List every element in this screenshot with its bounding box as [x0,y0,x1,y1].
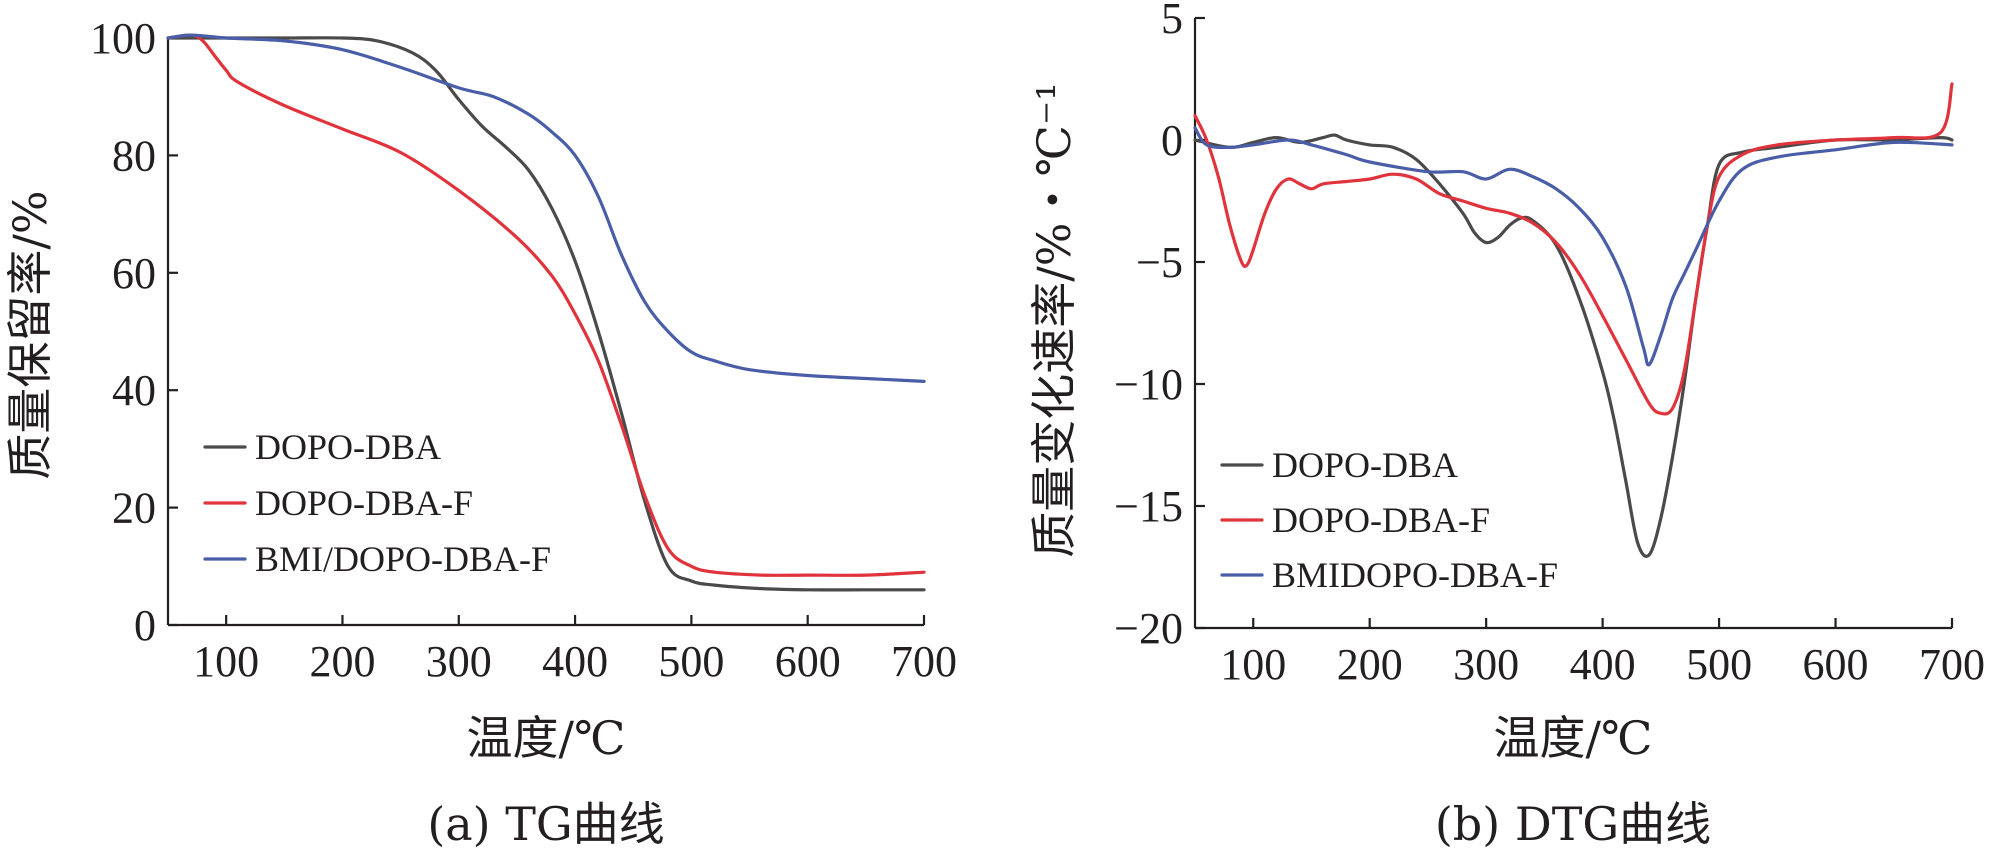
tg-x-axis-title: 温度/℃ [467,711,626,765]
dtg-x-tick-label-600: 600 [1803,640,1869,689]
dtg-legend-label-dopo-dba-f: DOPO-DBA-F [1272,500,1490,540]
tg-x-tick-label-300: 300 [426,637,492,686]
dtg-y-tick-label-0: −20 [1114,604,1183,653]
dtg-x-tick-label-700: 700 [1919,640,1985,689]
tg-x-tick-label-600: 600 [775,637,841,686]
tg-chart: 100 200 300 400 500 600 700 0 20 40 60 80 100 DOPO-D… [3,14,957,851]
dtg-series-line-bmidopo-dba-f [1193,126,1954,367]
dtg-x-tick-label-200: 200 [1337,640,1403,689]
tg-x-tick-label-200: 200 [309,637,375,686]
dtg-x-tick-label-300: 300 [1453,640,1519,689]
tg-y-tick-label-3: 60 [112,249,156,298]
dtg-x-tick-label-100: 100 [1220,640,1286,689]
tg-x-tick-label-500: 500 [658,637,724,686]
tg-y-tick-label-1: 20 [112,484,156,533]
dtg-legend-label-bmidopo-dba-f: BMIDOPO-DBA-F [1272,555,1558,595]
dtg-x-tick-label-400: 400 [1570,640,1636,689]
tg-series-line-dopo-dba [166,36,926,592]
tg-y-tick-label-0: 0 [134,601,156,650]
dtg-x-axis-title: 温度/℃ [1494,711,1653,765]
tg-axes [166,38,924,627]
dtg-y-tick-label-2: −10 [1114,360,1183,409]
dtg-y-tick-label-4: 0 [1161,116,1183,165]
tg-caption: (a) TG曲线 [427,797,664,851]
tg-ticks: 100 200 300 400 500 600 700 0 20 40 60 80 100 [90,14,957,686]
dtg-series [1193,82,1954,558]
tg-y-tick-label-2: 40 [112,366,156,415]
dtg-x-tick-label-500: 500 [1686,640,1752,689]
tg-legend-label-dopo-dba-f: DOPO-DBA-F [255,483,473,523]
dtg-legend: DOPO-DBA DOPO-DBA-F BMIDOPO-DBA-F [1220,445,1558,595]
tg-x-tick-label-400: 400 [542,637,608,686]
tg-x-tick-label-700: 700 [891,637,957,686]
dtg-caption: (b) DTG曲线 [1435,797,1711,851]
tg-y-tick-label-4: 80 [112,131,156,180]
dtg-series-line-dopo-dba-f [1193,82,1954,416]
tg-legend-label-dopo-dba: DOPO-DBA [255,427,441,467]
dtg-ticks: 100 200 300 400 500 600 700 −20 −15 −10 −5 0 5 [1114,0,1985,689]
tg-legend-label-bmi-dopo-dba-f: BMI/DOPO-DBA-F [255,539,551,579]
dtg-y-tick-label-3: −5 [1136,238,1183,287]
dtg-legend-label-dopo-dba: DOPO-DBA [1272,445,1458,485]
dtg-y-tick-label-5: 5 [1161,0,1183,43]
dtg-axes [1193,18,1952,630]
tg-legend: DOPO-DBA DOPO-DBA-F BMI/DOPO-DBA-F [203,427,551,579]
tg-series-line-bmi-dopo-dba-f [166,33,926,383]
dtg-series-line-dopo-dba [1193,133,1954,558]
tg-y-tick-label-5: 100 [90,14,156,63]
dtg-y-tick-label-1: −15 [1114,482,1183,531]
dtg-chart: 100 200 300 400 500 600 700 −20 −15 −10 −5 0 5 DOPO-… [1027,0,1985,851]
tg-series-line-dopo-dba-f [166,33,926,577]
dtg-y-axis-title: 质量变化速率/%・℃⁻¹ [1027,82,1081,557]
tg-y-axis-title: 质量保留率/% [3,190,57,479]
tg-series [166,33,926,592]
tg-x-tick-label-100: 100 [193,637,259,686]
